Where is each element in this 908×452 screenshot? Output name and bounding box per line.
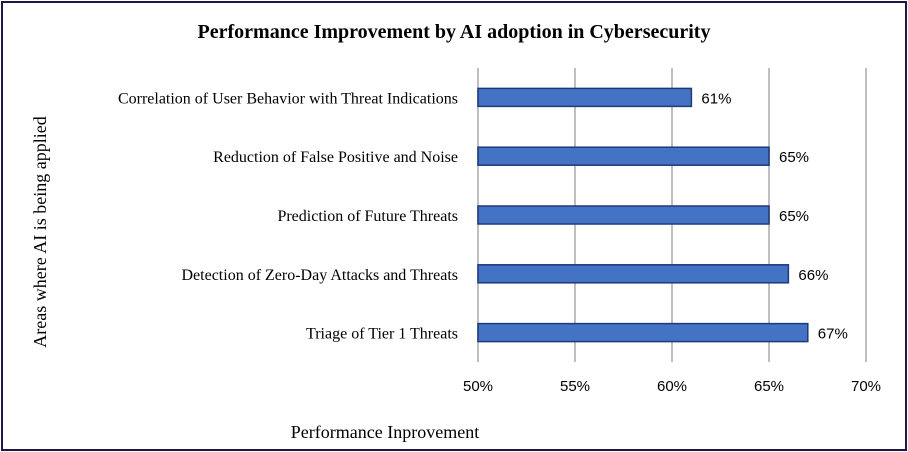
y-axis-label: Areas where AI is being applied xyxy=(30,116,50,347)
data-label: 67% xyxy=(818,326,848,343)
bar xyxy=(477,205,770,225)
data-label: 65% xyxy=(779,208,809,225)
x-tick-label: 70% xyxy=(851,378,881,395)
x-tick-label: 60% xyxy=(657,378,687,395)
chart-title: Performance Improvement by AI adoption i… xyxy=(198,21,711,43)
data-label: 65% xyxy=(779,149,809,166)
bar xyxy=(477,322,809,343)
category-label: Correlation of User Behavior with Threat… xyxy=(118,90,458,107)
category-labels: Correlation of User Behavior with Threat… xyxy=(118,90,458,342)
category-label: Prediction of Future Threats xyxy=(277,208,458,225)
category-label: Reduction of False Positive and Noise xyxy=(213,149,458,166)
x-tick-label: 50% xyxy=(463,378,493,395)
bar xyxy=(477,146,770,166)
data-label: 61% xyxy=(701,90,731,107)
category-label: Triage of Tier 1 Threats xyxy=(306,326,458,343)
data-labels: 61% 65% 65% 66% 67% xyxy=(701,90,847,342)
bar xyxy=(477,264,790,284)
category-label: Detection of Zero-Day Attacks and Threat… xyxy=(182,267,459,284)
x-tick-labels: 50% 55% 60% 65% 70% xyxy=(463,378,881,395)
x-axis-label: Performance Inprovement xyxy=(291,422,479,442)
bar xyxy=(477,87,693,108)
data-label: 66% xyxy=(798,267,828,284)
x-tick-label: 55% xyxy=(560,378,590,395)
bars xyxy=(477,87,809,343)
x-tick-label: 65% xyxy=(754,378,784,395)
